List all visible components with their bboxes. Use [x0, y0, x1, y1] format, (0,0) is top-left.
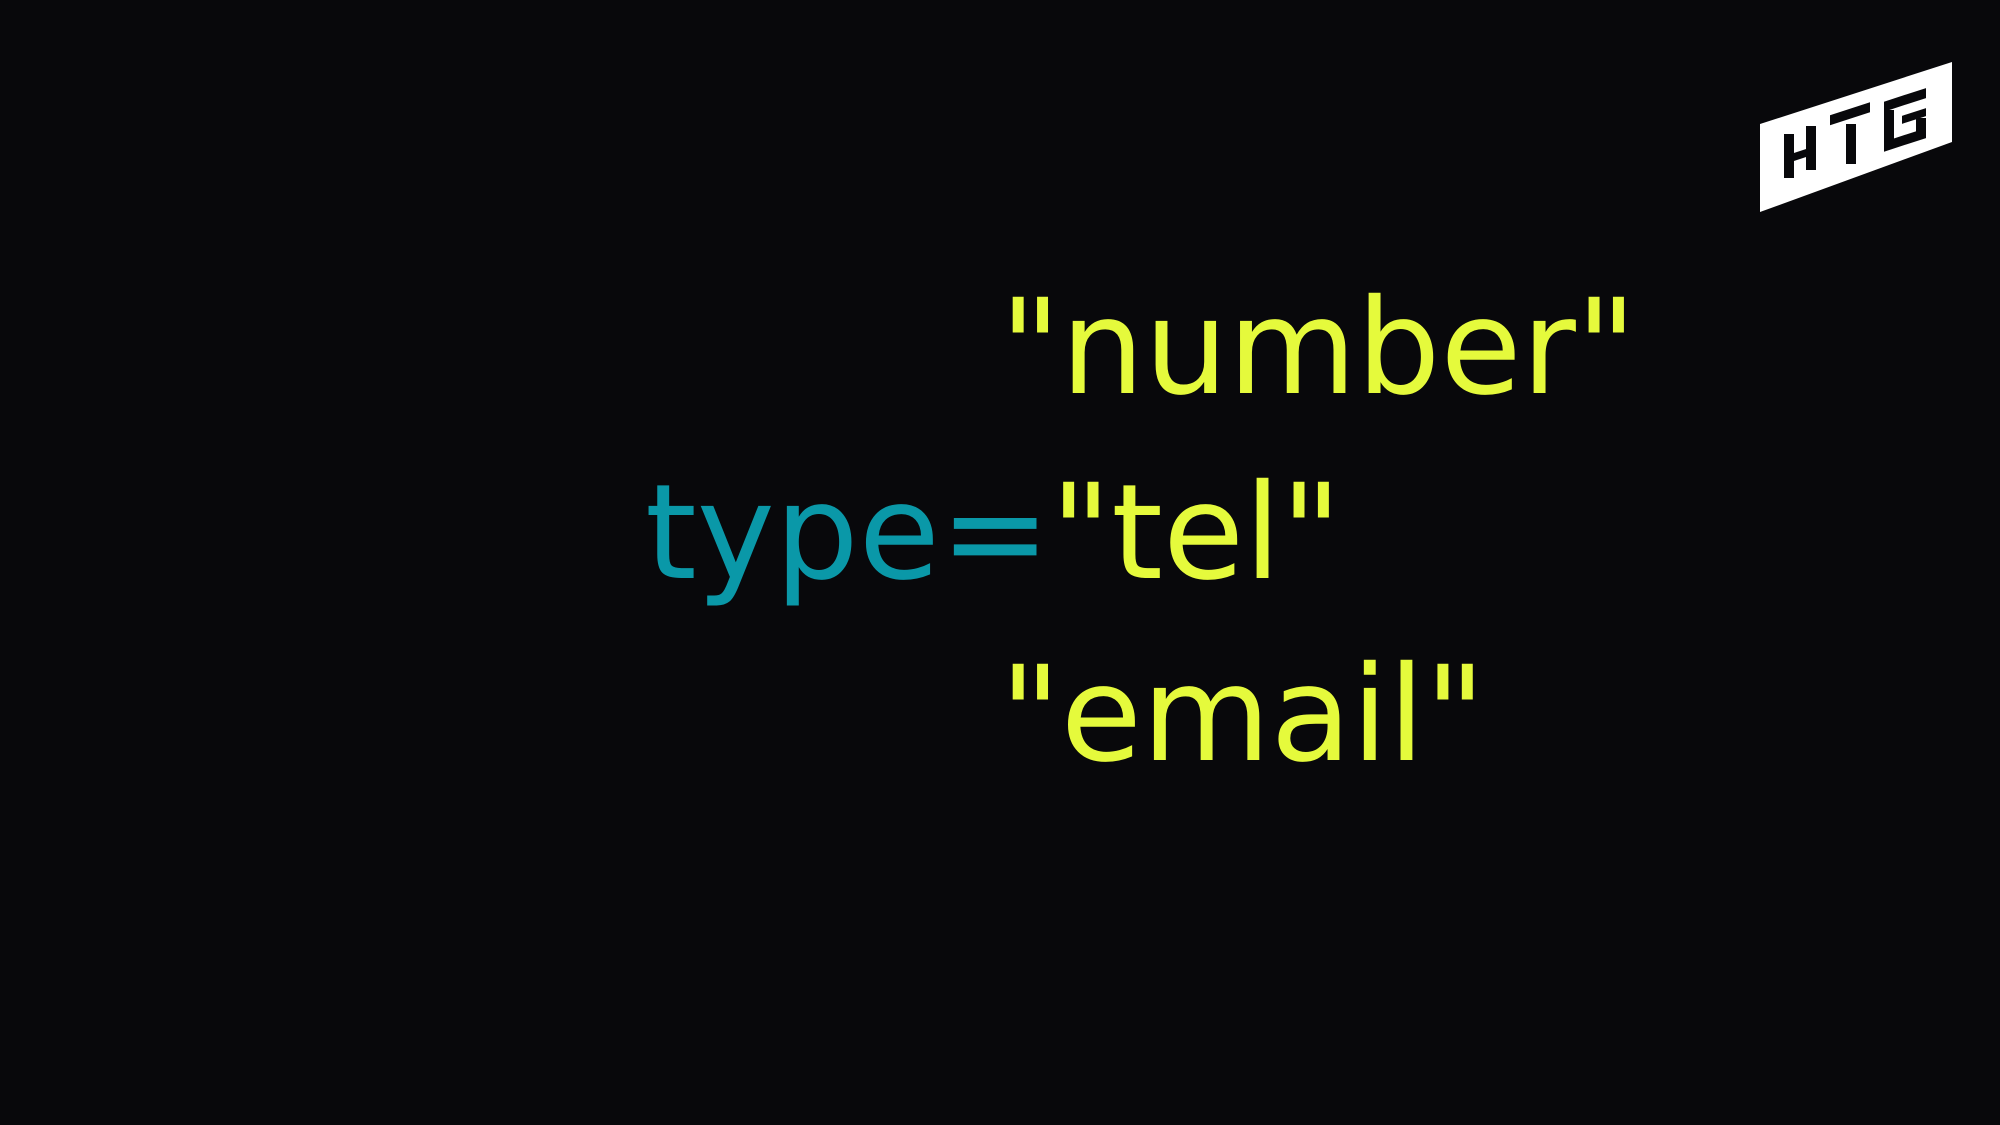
attribute-value-number: "number": [1000, 271, 1637, 425]
attribute-name-type: type=: [645, 456, 1051, 610]
code-value-email-line: "email": [1000, 649, 1485, 781]
attribute-value-email: "email": [1000, 638, 1486, 792]
code-value-number-line: "number": [1000, 282, 1637, 414]
code-value-tel-line: type="tel": [645, 467, 1342, 599]
htg-logo-icon: [1760, 62, 1952, 212]
attribute-value-tel: "tel": [1050, 456, 1342, 610]
